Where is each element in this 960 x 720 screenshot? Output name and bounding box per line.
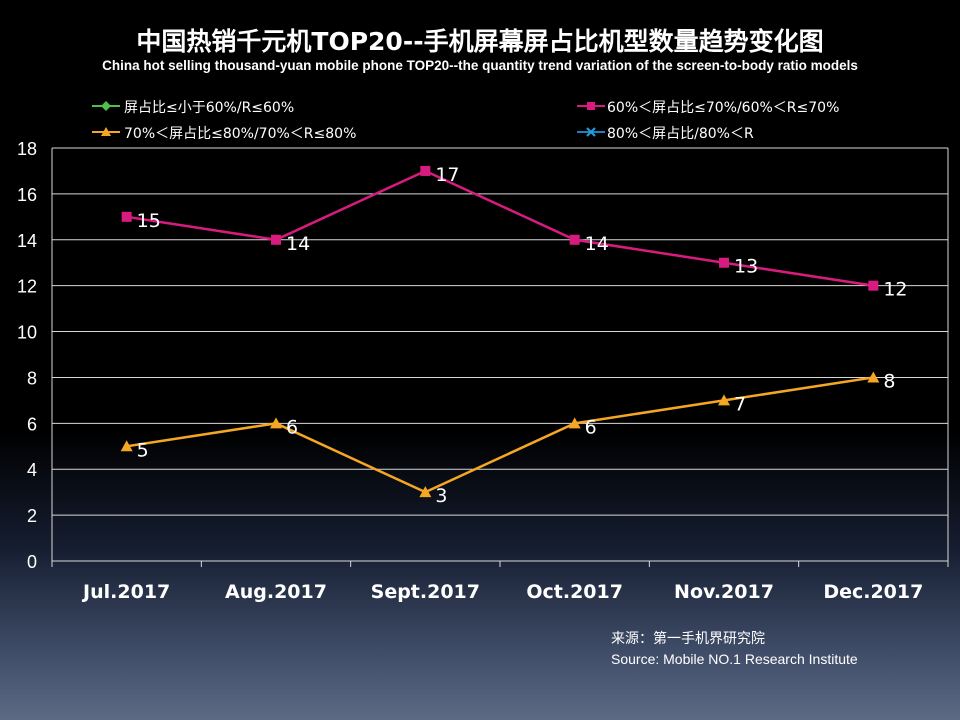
data-label: 3	[435, 485, 447, 507]
y-tick-label: 0	[27, 552, 37, 572]
chart-subtitle: China hot selling thousand-yuan mobile p…	[102, 58, 858, 73]
series-line	[126, 169, 874, 287]
x-tick-label: Jul.2017	[81, 581, 170, 603]
y-tick-label: 8	[27, 368, 37, 388]
data-point-triangle	[867, 371, 880, 383]
legend-marker-x-b	[586, 127, 596, 137]
legend-marker-square	[587, 102, 595, 110]
data-point-triangle	[270, 417, 282, 429]
legend-marker-diamond	[101, 101, 111, 111]
series-lines	[126, 169, 874, 494]
data-label: 13	[734, 256, 758, 278]
legend-label-green: 屏占比≤小于60%/R≤60%	[124, 100, 294, 116]
data-label: 12	[883, 279, 907, 301]
y-tick-label: 16	[17, 185, 37, 205]
y-tick-labels: 0 2 4 6 8 10 12 14 16 18	[17, 139, 37, 572]
chart-title: 中国热销千元机TOP20--手机屏幕屏占比机型数量趋势变化图	[136, 27, 824, 56]
y-tick-label: 2	[27, 506, 37, 526]
x-tick-labels: Jul.2017 Aug.2017 Sept.2017 Oct.2017 Nov.201…	[81, 581, 923, 603]
x-tick-label: Oct.2017	[526, 581, 623, 603]
data-point-triangle	[718, 394, 730, 406]
legend-item-magenta: 60%＜屏占比≤70%/60%＜R≤70%	[577, 100, 839, 116]
data-label: 14	[286, 233, 310, 255]
legend-label-blue: 80%＜屏占比/80%＜R	[607, 126, 754, 142]
series-markers	[120, 165, 880, 498]
source-note: 来源：第一手机界研究院 Source: Mobile NO.1 Research…	[611, 628, 858, 670]
legend-marker-triangle	[101, 127, 111, 136]
data-label: 6	[286, 416, 298, 438]
data-labels: 15 14 17 14 13 12 5 6 3 6 7 8	[137, 164, 908, 507]
data-label: 17	[435, 164, 459, 186]
data-label: 5	[137, 439, 149, 461]
axes	[51, 148, 949, 567]
legend-item-green: 屏占比≤小于60%/R≤60%	[92, 100, 294, 116]
data-point-square	[121, 211, 132, 222]
series-line	[126, 376, 874, 494]
legend-label-magenta: 60%＜屏占比≤70%/60%＜R≤70%	[607, 100, 839, 116]
legend-item-orange: 70%＜屏占比≤80%/70%＜R≤80%	[92, 126, 356, 142]
data-point-square	[868, 280, 879, 291]
data-point-square	[271, 234, 281, 245]
data-point-square	[569, 234, 580, 245]
y-tick-label: 14	[17, 231, 37, 251]
y-tick-label: 6	[27, 414, 37, 434]
data-label: 7	[734, 393, 746, 415]
data-label: 8	[883, 370, 895, 392]
x-tick-label: Nov.2017	[674, 581, 774, 603]
y-tick-label: 18	[17, 139, 37, 159]
legend: 屏占比≤小于60%/R≤60% 60%＜屏占比≤70%/60%＜R≤70% 70…	[92, 100, 839, 142]
data-point-square	[719, 257, 729, 268]
legend-label-orange: 70%＜屏占比≤80%/70%＜R≤80%	[124, 126, 356, 142]
y-tick-label: 10	[17, 323, 37, 343]
data-point-triangle	[419, 486, 432, 498]
data-label: 14	[585, 233, 609, 255]
y-tick-label: 12	[17, 277, 37, 297]
data-point-triangle	[120, 440, 133, 452]
data-point-triangle	[568, 417, 581, 429]
gridlines	[52, 147, 948, 516]
x-tick-label: Dec.2017	[823, 581, 923, 603]
data-label: 15	[137, 210, 161, 232]
data-label: 6	[585, 416, 597, 438]
source-line-cn: 来源：第一手机界研究院	[611, 630, 765, 646]
x-tick-label: Sept.2017	[371, 581, 480, 603]
x-tick-label: Aug.2017	[225, 581, 327, 603]
y-tick-label: 4	[27, 460, 37, 480]
data-point-square	[420, 165, 431, 176]
source-line-en: Source: Mobile NO.1 Research Institute	[611, 651, 858, 667]
legend-item-blue: 80%＜屏占比/80%＜R	[577, 126, 754, 142]
